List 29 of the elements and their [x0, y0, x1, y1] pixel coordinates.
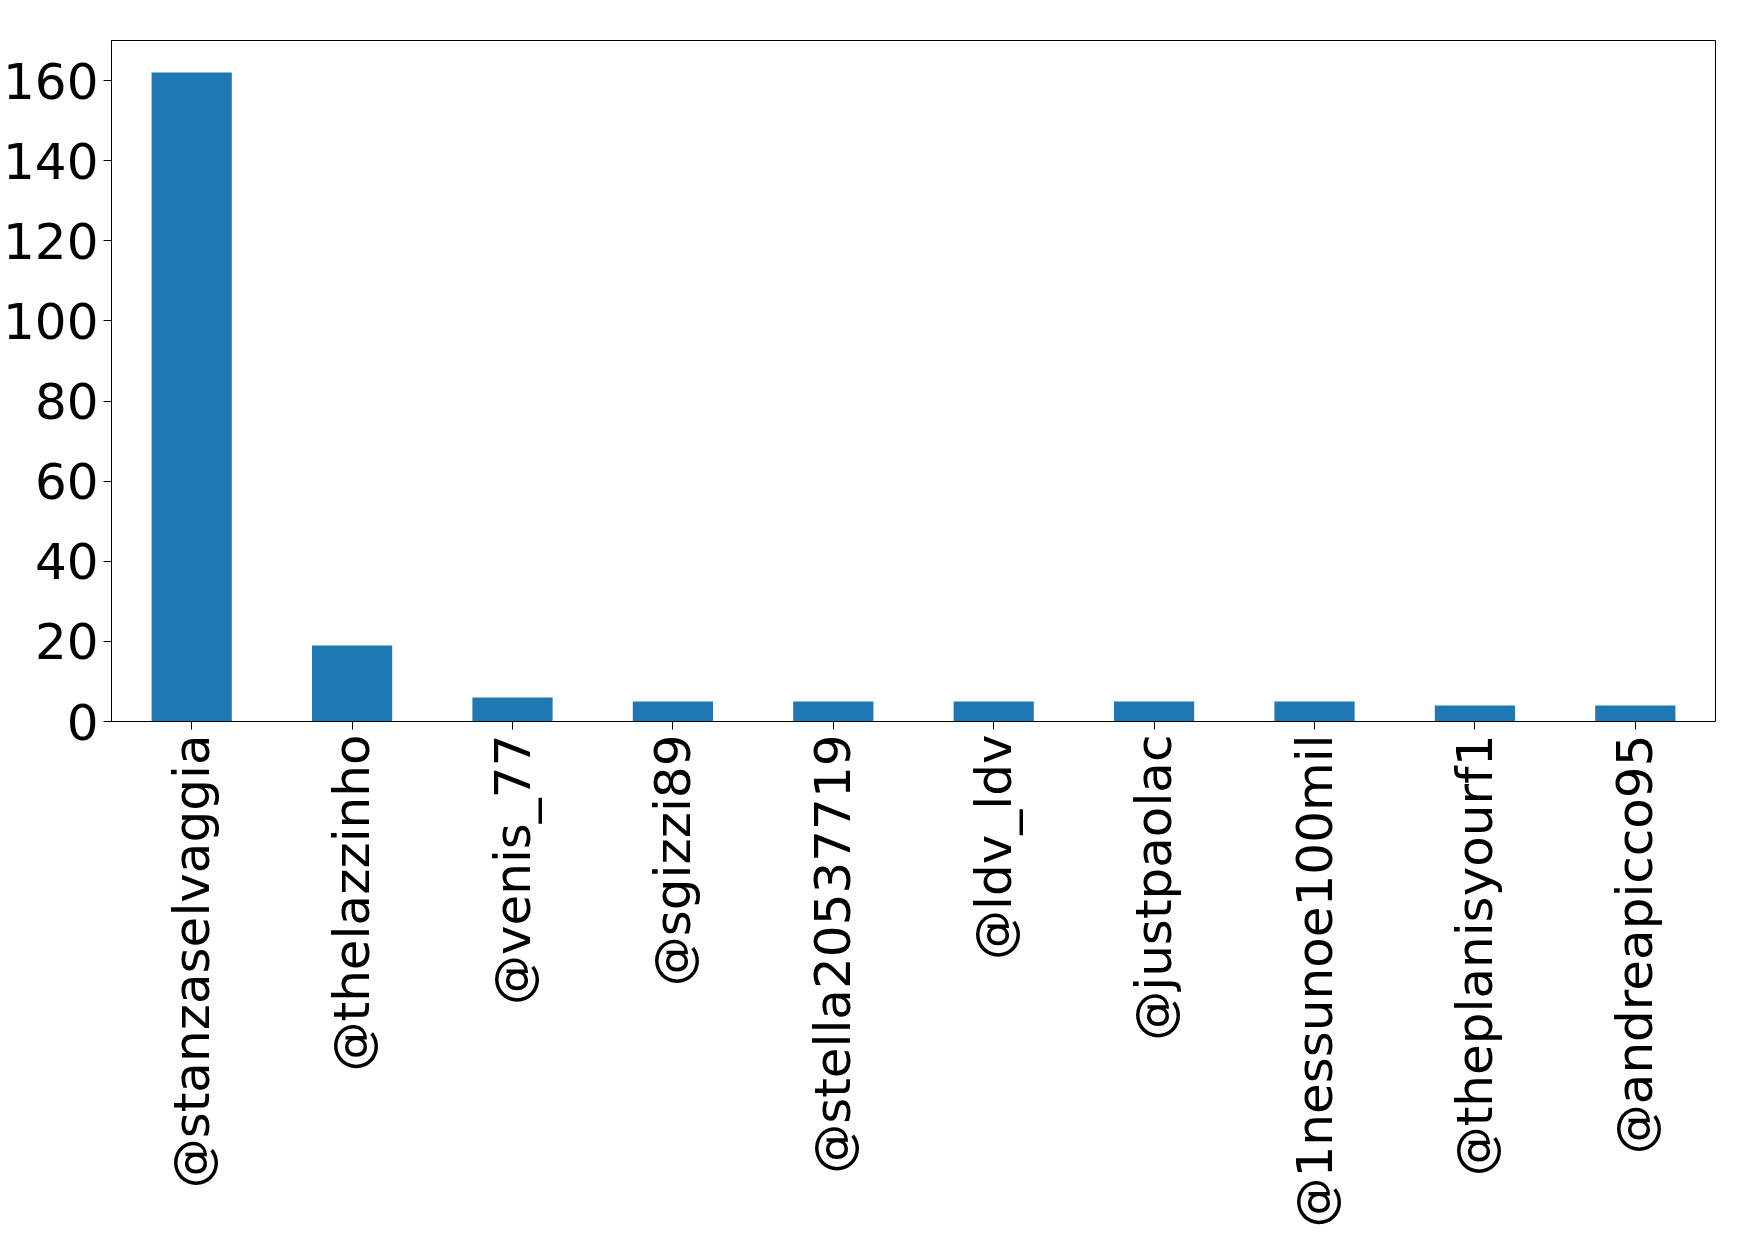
x-tick-label: @venis_77 [483, 734, 542, 1006]
bar [632, 701, 713, 722]
bar [312, 645, 393, 722]
x-tick-label: @stella20537719 [804, 734, 863, 1174]
bar [1595, 705, 1676, 722]
y-tick-label: 140 [3, 132, 99, 191]
x-tick-label: @theplanisyourf1 [1445, 734, 1504, 1177]
x-tick-label: @justpaolac [1125, 734, 1184, 1041]
x-tick-label: @ldv_ldv [964, 734, 1023, 960]
y-tick-label: 20 [34, 613, 99, 672]
bar [953, 701, 1034, 722]
y-tick-label: 40 [34, 533, 99, 592]
x-tick-label: @stanzaselvaggia [162, 734, 221, 1189]
x-tick-label: @1nessunoe100mil [1285, 734, 1344, 1228]
x-tick-label: @sgizzi89 [643, 734, 702, 987]
y-tick-label: 60 [34, 453, 99, 512]
bar [1114, 701, 1195, 722]
y-tick-label: 80 [34, 373, 99, 432]
y-tick-label: 0 [66, 693, 99, 752]
bar [151, 72, 232, 722]
bar [1274, 701, 1355, 722]
x-tick-label: @thelazzinho [323, 734, 382, 1072]
x-tick-label: @andreapicco95 [1606, 734, 1665, 1155]
bar [472, 697, 553, 722]
y-tick-label: 120 [3, 212, 99, 271]
bar [1434, 705, 1515, 722]
y-tick-label: 100 [3, 292, 99, 351]
bar [793, 701, 874, 722]
y-tick-label: 160 [3, 52, 99, 111]
